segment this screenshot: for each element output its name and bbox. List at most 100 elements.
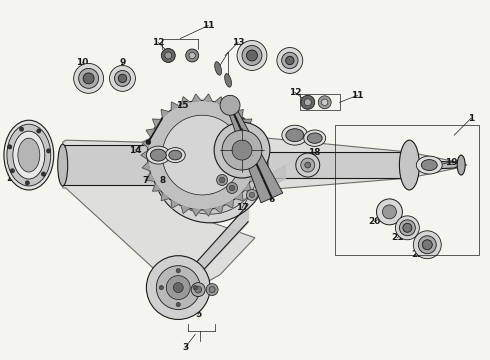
Ellipse shape [215,62,221,75]
Polygon shape [250,173,258,181]
Circle shape [418,236,436,254]
Circle shape [110,66,135,91]
Polygon shape [255,139,262,148]
Polygon shape [141,151,147,159]
Polygon shape [146,129,154,137]
Circle shape [118,74,126,82]
Circle shape [74,63,103,93]
Polygon shape [192,209,201,216]
Polygon shape [250,152,407,178]
Circle shape [10,168,15,173]
Circle shape [161,116,259,214]
Polygon shape [215,206,223,213]
Text: 22: 22 [411,250,423,259]
Circle shape [383,205,396,219]
Circle shape [414,231,441,259]
Circle shape [403,223,412,232]
Polygon shape [255,162,262,171]
Polygon shape [236,109,243,117]
Ellipse shape [13,131,45,179]
Text: 16: 16 [202,188,215,197]
Circle shape [305,162,311,168]
Text: 20: 20 [368,217,381,226]
Text: 4: 4 [169,310,175,319]
Circle shape [246,50,257,61]
Circle shape [189,52,196,59]
Circle shape [176,269,180,273]
Text: 7: 7 [142,176,148,185]
Circle shape [422,240,432,250]
Circle shape [147,256,210,319]
Circle shape [220,95,240,115]
Circle shape [165,52,172,59]
Circle shape [186,49,198,62]
Circle shape [147,100,257,210]
Text: 14: 14 [129,145,142,154]
Polygon shape [226,102,233,110]
Circle shape [226,183,238,193]
Circle shape [237,41,267,71]
Circle shape [176,302,180,307]
Ellipse shape [307,133,322,143]
Polygon shape [142,162,149,171]
Ellipse shape [4,120,54,190]
Polygon shape [407,160,461,170]
Polygon shape [152,184,161,191]
Text: 9: 9 [119,58,125,67]
Circle shape [152,107,268,223]
Text: 12: 12 [152,38,165,47]
Polygon shape [161,109,169,117]
Circle shape [161,49,175,62]
Circle shape [301,158,315,172]
Circle shape [25,181,29,185]
Polygon shape [146,173,154,181]
Text: 13: 13 [232,38,245,47]
Ellipse shape [150,149,166,161]
Text: 3: 3 [182,343,188,352]
Circle shape [222,130,262,170]
Circle shape [159,285,164,290]
Circle shape [229,185,235,191]
Circle shape [242,45,262,66]
Circle shape [166,276,190,300]
Circle shape [206,284,218,296]
Circle shape [277,48,303,73]
Text: 21: 21 [391,233,404,242]
Ellipse shape [421,159,437,171]
Ellipse shape [286,129,304,141]
Circle shape [191,283,205,297]
Ellipse shape [304,130,326,146]
Circle shape [8,145,12,149]
Circle shape [282,52,298,69]
Text: 5: 5 [195,310,201,319]
Text: 17: 17 [236,203,248,212]
Ellipse shape [457,155,465,175]
Circle shape [249,192,255,198]
Ellipse shape [147,146,171,164]
Text: 12: 12 [289,88,301,97]
Ellipse shape [7,124,51,186]
Circle shape [162,115,242,195]
Circle shape [78,68,98,88]
Circle shape [395,216,419,240]
Circle shape [47,149,51,153]
Circle shape [173,283,183,293]
Circle shape [209,287,215,293]
Ellipse shape [18,138,40,172]
Circle shape [195,286,202,293]
Circle shape [304,99,311,106]
Polygon shape [226,200,233,208]
Polygon shape [171,102,179,110]
Ellipse shape [165,148,185,163]
Polygon shape [192,94,201,101]
Polygon shape [244,119,252,126]
Text: 1: 1 [468,114,474,123]
Text: 15: 15 [176,101,189,110]
Polygon shape [181,97,190,104]
Text: 10: 10 [76,58,89,67]
Bar [300,94,340,110]
Ellipse shape [282,125,308,145]
Circle shape [37,129,41,133]
Ellipse shape [224,73,231,87]
Circle shape [146,140,151,145]
